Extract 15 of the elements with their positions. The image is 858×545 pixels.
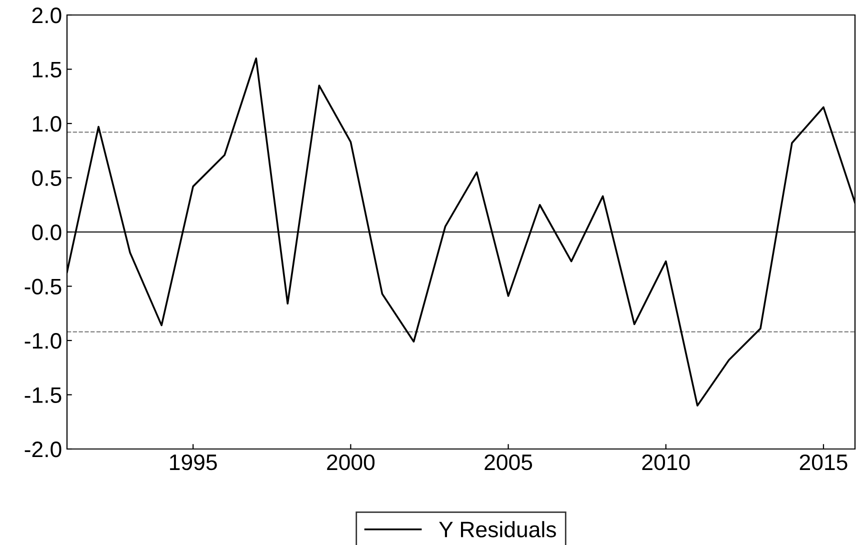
- x-tick-label: 1995: [170, 454, 217, 470]
- legend-label: Y Residuals: [439, 521, 556, 538]
- y-tick-label: 1.5: [32, 62, 62, 78]
- y-tick-label: -1.5: [24, 388, 62, 404]
- y-tick-label: -2.0: [24, 442, 62, 458]
- y-tick-label: 2.0: [32, 8, 62, 24]
- x-tick-label: 2010: [642, 454, 690, 470]
- y-tick-label: -0.5: [24, 278, 62, 295]
- y-tick-label: 0.5: [32, 170, 62, 186]
- x-tick-label: 2015: [800, 454, 848, 470]
- y-tick-label: 1.0: [32, 116, 62, 132]
- x-tick-label: 2000: [327, 454, 375, 470]
- y-tick-label: -1.0: [24, 333, 62, 349]
- x-tick-label: 2005: [484, 454, 532, 470]
- y-tick-label: 0.0: [32, 224, 62, 240]
